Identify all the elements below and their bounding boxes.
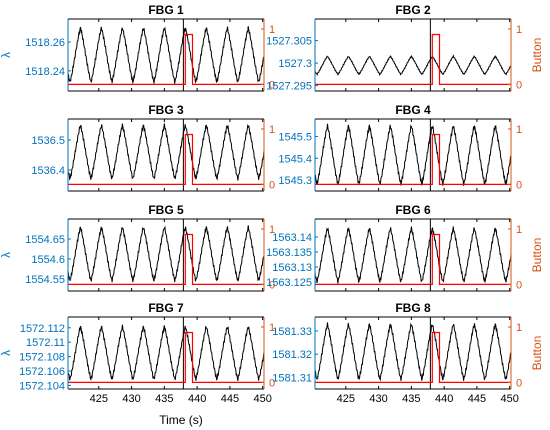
x-axis-label: Time (s) bbox=[159, 413, 203, 427]
panel-7: FBG 7 1572.104 1572.106 1572.108 1572.11 1572… bbox=[0, 301, 275, 405]
right-tick-label: 1 bbox=[269, 224, 275, 236]
panel-title: FBG 1 bbox=[148, 3, 184, 17]
wavelength-line bbox=[314, 226, 512, 284]
right-tick-label: 1 bbox=[269, 24, 275, 36]
right-tick-label: 1 bbox=[269, 322, 275, 334]
x-tick-label: 450 bbox=[501, 393, 519, 405]
left-axis-label: λ bbox=[0, 252, 13, 258]
button-step bbox=[68, 33, 264, 86]
wavelength-line bbox=[67, 26, 265, 85]
left-tick-label: 1572.11 bbox=[26, 337, 65, 349]
left-tick-label: 1563.125 bbox=[266, 277, 312, 289]
right-tick-label: 0 bbox=[516, 279, 522, 291]
panel-title: FBG 6 bbox=[395, 203, 431, 217]
left-tick-label: 1581.33 bbox=[272, 326, 312, 338]
panel-title: FBG 2 bbox=[395, 3, 431, 17]
button-step bbox=[315, 133, 511, 185]
right-tick-label: 1 bbox=[516, 224, 522, 236]
panel-title: FBG 3 bbox=[148, 103, 184, 117]
wavelength-line bbox=[67, 324, 265, 381]
panel-4: FBG 4 1545.3 1545.4 1545.5 0 1 bbox=[278, 103, 522, 192]
right-tick-label: 0 bbox=[269, 179, 275, 191]
left-tick-label: 1572.108 bbox=[19, 352, 65, 364]
left-tick-label: 1554.65 bbox=[25, 234, 65, 246]
right-tick-label: 0 bbox=[516, 377, 522, 389]
panel-3: FBG 3 1536.4 1536.5 0 1 bbox=[31, 103, 275, 192]
button-step bbox=[68, 133, 264, 185]
left-axis-label: λ bbox=[0, 350, 13, 356]
x-tick-label: 445 bbox=[468, 393, 486, 405]
x-tick-label: 425 bbox=[90, 393, 108, 405]
x-tick-label: 445 bbox=[221, 393, 239, 405]
right-tick-label: 0 bbox=[516, 79, 522, 91]
x-tick-label: 435 bbox=[155, 393, 173, 405]
button-step bbox=[315, 233, 511, 285]
panel-title: FBG 8 bbox=[395, 301, 431, 315]
left-tick-label: 1527.295 bbox=[266, 81, 312, 93]
x-tick-label: 425 bbox=[337, 393, 355, 405]
left-tick-label: 1581.31 bbox=[272, 372, 312, 384]
wavelength-line bbox=[314, 123, 512, 187]
wavelength-line bbox=[314, 54, 512, 77]
panels: FBG 1 1518.24 1518.26 0 1 λ FBG 2 1527.295 1527.… bbox=[0, 3, 544, 405]
left-tick-label: 1518.24 bbox=[25, 66, 65, 78]
button-step bbox=[68, 331, 264, 383]
right-axis-label: Button bbox=[530, 38, 544, 73]
button-step bbox=[315, 331, 511, 383]
right-tick-label: 0 bbox=[269, 279, 275, 291]
right-tick-label: 1 bbox=[516, 24, 522, 36]
right-tick-label: 0 bbox=[516, 179, 522, 191]
left-tick-label: 1527.305 bbox=[266, 36, 312, 48]
panel-title: FBG 4 bbox=[395, 103, 431, 117]
left-tick-label: 1545.3 bbox=[278, 175, 312, 187]
left-tick-label: 1545.4 bbox=[278, 153, 312, 165]
left-tick-label: 1572.106 bbox=[19, 366, 65, 378]
right-tick-label: 0 bbox=[269, 79, 275, 91]
x-tick-label: 450 bbox=[254, 393, 272, 405]
wavelength-line bbox=[314, 322, 512, 382]
right-tick-label: 1 bbox=[516, 322, 522, 334]
button-step bbox=[68, 233, 264, 285]
panel-2: FBG 2 1527.295 1527.3 1527.305 0 1 Button bbox=[266, 3, 544, 93]
left-tick-label: 1536.4 bbox=[31, 165, 65, 177]
right-tick-label: 1 bbox=[269, 124, 275, 136]
panel-1: FBG 1 1518.24 1518.26 0 1 λ bbox=[0, 3, 275, 92]
x-tick-label: 440 bbox=[435, 393, 453, 405]
left-tick-label: 1527.3 bbox=[278, 58, 312, 70]
x-tick-label: 435 bbox=[402, 393, 420, 405]
right-axis-label: Button bbox=[530, 238, 544, 273]
panel-8: FBG 8 1581.31 1581.32 1581.33 0 1 425 430 435 440… bbox=[272, 301, 544, 405]
panel-5: FBG 5 1554.55 1554.6 1554.65 0 1 λ bbox=[0, 203, 275, 292]
x-tick-label: 430 bbox=[122, 393, 140, 405]
panel-6: FBG 6 1563.125 1563.13 1563.135 1563.14 0 1 But… bbox=[266, 203, 544, 292]
left-tick-label: 1572.112 bbox=[20, 323, 65, 335]
x-tick-label: 440 bbox=[188, 393, 206, 405]
left-axis-label: λ bbox=[0, 52, 13, 58]
left-tick-label: 1545.5 bbox=[278, 131, 312, 143]
wavelength-line bbox=[67, 225, 265, 283]
right-tick-label: 1 bbox=[516, 124, 522, 136]
wavelength-line bbox=[67, 123, 265, 181]
left-tick-label: 1563.13 bbox=[272, 262, 312, 274]
right-axis-label: Button bbox=[530, 336, 544, 371]
button-step bbox=[315, 33, 511, 86]
left-tick-label: 1536.5 bbox=[31, 135, 65, 147]
panel-title: FBG 5 bbox=[148, 203, 184, 217]
x-tick-label: 430 bbox=[369, 393, 387, 405]
right-tick-label: 0 bbox=[269, 377, 275, 389]
left-tick-label: 1563.135 bbox=[266, 247, 312, 259]
panel-title: FBG 7 bbox=[148, 301, 184, 315]
left-tick-label: 1581.32 bbox=[272, 349, 312, 361]
left-tick-label: 1554.6 bbox=[31, 254, 65, 266]
left-tick-label: 1554.55 bbox=[25, 274, 65, 286]
left-tick-label: 1518.26 bbox=[25, 37, 65, 49]
left-tick-label: 1572.104 bbox=[19, 380, 65, 392]
left-tick-label: 1563.14 bbox=[272, 232, 312, 244]
